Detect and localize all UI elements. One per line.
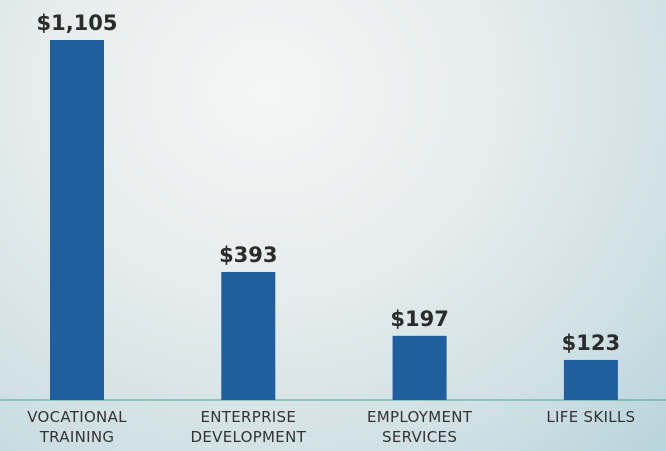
- bar: [50, 40, 104, 400]
- value-label: $393: [219, 243, 277, 267]
- value-label: $197: [390, 307, 448, 331]
- value-label: $1,105: [36, 11, 117, 35]
- category-label: EMPLOYMENT SERVICES: [366, 408, 473, 446]
- category-label: VOCATIONAL TRAINING: [27, 408, 127, 446]
- category-label: ENTERPRISE DEVELOPMENT: [190, 408, 307, 446]
- bar: [392, 335, 447, 400]
- bar: [563, 359, 618, 400]
- value-label: $123: [562, 331, 620, 355]
- category-label: LIFE SKILLS: [546, 408, 636, 426]
- bar: [221, 271, 276, 400]
